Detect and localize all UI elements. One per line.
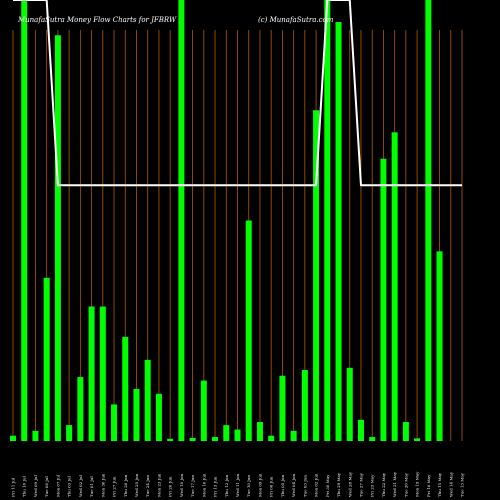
- x-tick-label: Fri 16 May: [426, 474, 431, 497]
- bar: [346, 367, 353, 441]
- x-tick-label: Thu 26 Jun: [123, 474, 128, 497]
- x-tick-label: Thu 15 May: [437, 472, 442, 497]
- bar: [189, 437, 196, 441]
- bar: [245, 220, 252, 441]
- x-tick-label: Thu 29 May: [336, 472, 341, 497]
- x-tick-label: Wed 18 Jun: [179, 473, 184, 497]
- x-tick-label: Thu 10 Jul: [22, 475, 27, 497]
- x-tick-label: Tue 27 May: [358, 472, 363, 497]
- bar: [212, 437, 219, 441]
- bar: [256, 422, 263, 441]
- bar: [133, 388, 140, 441]
- x-tick-label: Wed 02 Jul: [78, 474, 83, 497]
- bar-series: [10, 0, 443, 442]
- bar: [279, 375, 286, 441]
- x-tick-label: Mon 07 Jul: [55, 474, 60, 497]
- watermark: (c) MunafaSutra.com: [258, 16, 334, 24]
- x-tick-label: Mon 09 Jun: [257, 473, 262, 497]
- bar: [178, 0, 185, 441]
- x-tick-label: Tue 17 Jun: [190, 475, 195, 497]
- x-tick-label: Mon 02 Jun: [314, 473, 319, 497]
- x-tick-label: Wed 09 Jul: [33, 474, 38, 497]
- x-tick-label: Wed 21 May: [392, 471, 397, 497]
- bar: [369, 437, 376, 441]
- bar: [77, 377, 84, 441]
- x-tick-label: Wed 04 Jun: [291, 473, 296, 497]
- bar: [10, 435, 16, 441]
- x-tick-label: Thu 12 Jun: [224, 474, 229, 497]
- x-tick-label: Fri 20 Jun: [168, 476, 173, 497]
- x-tick-label: Fri 23 May: [370, 474, 375, 497]
- x-tick-label: Tue 24 Jun: [145, 475, 150, 497]
- bar: [66, 425, 73, 441]
- x-tick-label: Mon 16 Jun: [201, 473, 206, 497]
- line-series: [13, 0, 462, 187]
- bar: [290, 430, 297, 441]
- x-tick-label: Fri 11 Jul: [11, 477, 16, 497]
- x-tick-label: Tue 03 Jun: [302, 475, 307, 497]
- bar: [313, 110, 320, 441]
- x-tick-label: Tue 01 Jul: [89, 476, 94, 497]
- bar: [324, 0, 331, 441]
- bar: [357, 419, 364, 441]
- x-tick-label: Wed 28 May: [347, 471, 352, 497]
- chart-title: MunafaSutra Money Flow Charts for JFBRW: [17, 16, 177, 24]
- x-tick-label: Wed 14 May: [448, 471, 453, 497]
- x-tick-label: Fri 27 Jun: [112, 476, 117, 497]
- bar: [21, 0, 28, 441]
- bar: [301, 369, 308, 441]
- bar: [144, 359, 151, 441]
- x-tick-label: Mon 23 Jun: [156, 473, 161, 497]
- x-axis-tick-labels: Fri 11 Jul Thu 10 Jul Wed 09 Jul Tue 08 Jul…: [11, 471, 465, 497]
- x-tick-label: Mon 30 Jun: [100, 473, 105, 497]
- bar: [234, 429, 241, 441]
- bar: [43, 277, 50, 441]
- x-tick-label: Thu 05 Jun: [280, 474, 285, 497]
- x-tick-label: Fri 06 Jun: [269, 476, 274, 497]
- x-tick-label: Mon 19 May: [415, 471, 420, 497]
- bar: [268, 435, 275, 441]
- bar: [200, 380, 207, 441]
- x-tick-label: Thu 03 Jul: [67, 475, 72, 497]
- x-tick-label: Wed 25 Jun: [134, 473, 139, 497]
- bar: [436, 251, 443, 441]
- bar: [167, 438, 174, 441]
- bar: [402, 422, 409, 441]
- money-flow-line: [13, 0, 462, 187]
- bar: [380, 158, 387, 441]
- x-tick-label: Tue 20 May: [403, 472, 408, 497]
- bar: [414, 438, 421, 441]
- bar: [425, 0, 432, 441]
- bar: [155, 393, 162, 441]
- x-tick-label: Tue 08 Jul: [44, 476, 49, 497]
- x-tick-label: Fri 30 May: [325, 474, 330, 497]
- bar: [32, 430, 39, 441]
- x-tick-label: Tue 13 May: [460, 472, 465, 497]
- bar: [122, 336, 129, 441]
- bar: [335, 22, 342, 442]
- x-tick-label: Thu 22 May: [381, 472, 386, 497]
- x-tick-label: Wed 11 Jun: [235, 473, 240, 497]
- bar: [88, 306, 95, 441]
- bar: [54, 35, 61, 441]
- bar: [99, 306, 106, 441]
- bar: [111, 404, 118, 441]
- x-tick-label: Tue 10 Jun: [246, 475, 251, 497]
- x-tick-label: Fri 13 Jun: [213, 476, 218, 497]
- bar: [391, 132, 398, 442]
- bar: [223, 425, 230, 441]
